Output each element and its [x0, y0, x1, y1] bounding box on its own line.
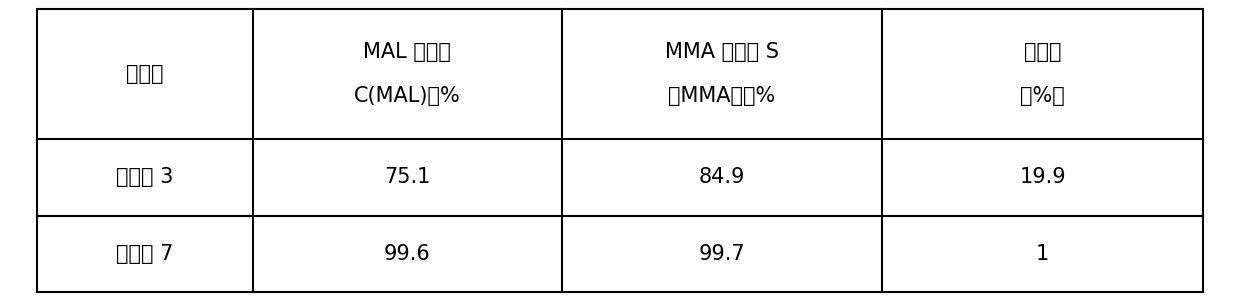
Text: 对比例 3: 对比例 3 [117, 167, 174, 188]
Text: C(MAL)，%: C(MAL)，% [353, 86, 460, 106]
Text: 19.9: 19.9 [1019, 167, 1066, 188]
Text: （MMA），%: （MMA），% [668, 86, 775, 106]
Text: （%）: （%） [1021, 86, 1065, 106]
Text: MAL 转化率: MAL 转化率 [363, 42, 451, 62]
Text: 99.7: 99.7 [698, 244, 745, 264]
Text: 99.6: 99.6 [384, 244, 430, 264]
Text: 84.9: 84.9 [699, 167, 745, 188]
Text: 实施例 7: 实施例 7 [117, 244, 174, 264]
Text: 磨损率: 磨损率 [1024, 42, 1061, 62]
Text: MMA 选择性 S: MMA 选择性 S [665, 42, 779, 62]
Text: 75.1: 75.1 [384, 167, 430, 188]
Text: 1: 1 [1035, 244, 1049, 264]
Text: 实施例: 实施例 [126, 64, 164, 84]
